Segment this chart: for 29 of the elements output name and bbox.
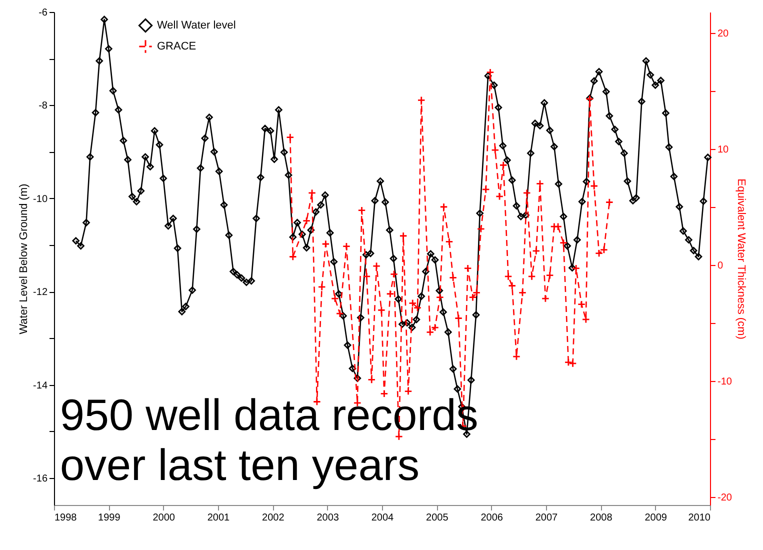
- y-tick-label: -10: [33, 194, 48, 205]
- x-tick-label: 2003: [316, 512, 340, 524]
- x-tick-label: 2005: [426, 512, 449, 524]
- y2-tick-label: 0: [718, 260, 724, 272]
- legend-label: GRACE: [157, 40, 196, 52]
- x-tick-label: 2006: [480, 512, 504, 524]
- annotation: over last ten years: [60, 441, 420, 490]
- y-tick-label: -14: [33, 380, 48, 392]
- x-tick-label: 2009: [644, 512, 668, 524]
- x-tick-label: 2001: [207, 512, 230, 524]
- x-tick-label: 2010: [688, 512, 711, 524]
- y-tick-label: -6: [38, 8, 48, 18]
- x-tick-label: 2008: [590, 512, 613, 524]
- y-axis-title: Water Level Below Ground (m): [18, 184, 30, 334]
- x-tick-label: 2007: [535, 512, 558, 524]
- y2-tick-label: -10: [718, 376, 732, 388]
- y-tick-label: -8: [38, 100, 48, 112]
- y2-tick-label: -20: [718, 492, 732, 504]
- y-tick-label: -16: [33, 473, 48, 484]
- y2-tick-label: 10: [718, 144, 730, 156]
- y2-tick-label: 20: [718, 28, 730, 40]
- legend-label: Well Water level: [157, 20, 236, 32]
- y2-axis-title: Equivalent Water Thickness (cm): [734, 178, 747, 340]
- x-tick-label: 1999: [98, 512, 121, 524]
- x-tick-label: 2004: [371, 512, 394, 524]
- x-tick-label: 2002: [262, 512, 285, 524]
- y-tick-label: -12: [33, 287, 48, 298]
- x-tick-label: 2000: [152, 512, 176, 524]
- x-tick-label: 1998: [54, 512, 78, 524]
